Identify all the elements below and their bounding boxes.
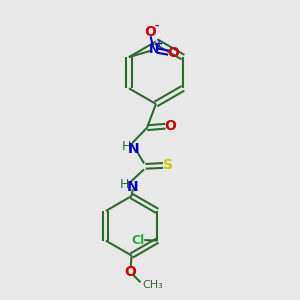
Text: S: S xyxy=(164,158,173,172)
Text: N: N xyxy=(126,180,138,194)
Text: H: H xyxy=(120,178,129,191)
Text: -: - xyxy=(155,21,160,31)
Text: N: N xyxy=(149,43,159,56)
Text: +: + xyxy=(155,39,164,49)
Text: H: H xyxy=(122,140,131,153)
Text: CH₃: CH₃ xyxy=(143,280,164,290)
Text: O: O xyxy=(145,25,157,39)
Text: N: N xyxy=(128,142,140,155)
Text: Cl: Cl xyxy=(132,234,145,247)
Text: O: O xyxy=(167,46,179,60)
Text: O: O xyxy=(124,265,136,279)
Text: O: O xyxy=(165,119,176,133)
